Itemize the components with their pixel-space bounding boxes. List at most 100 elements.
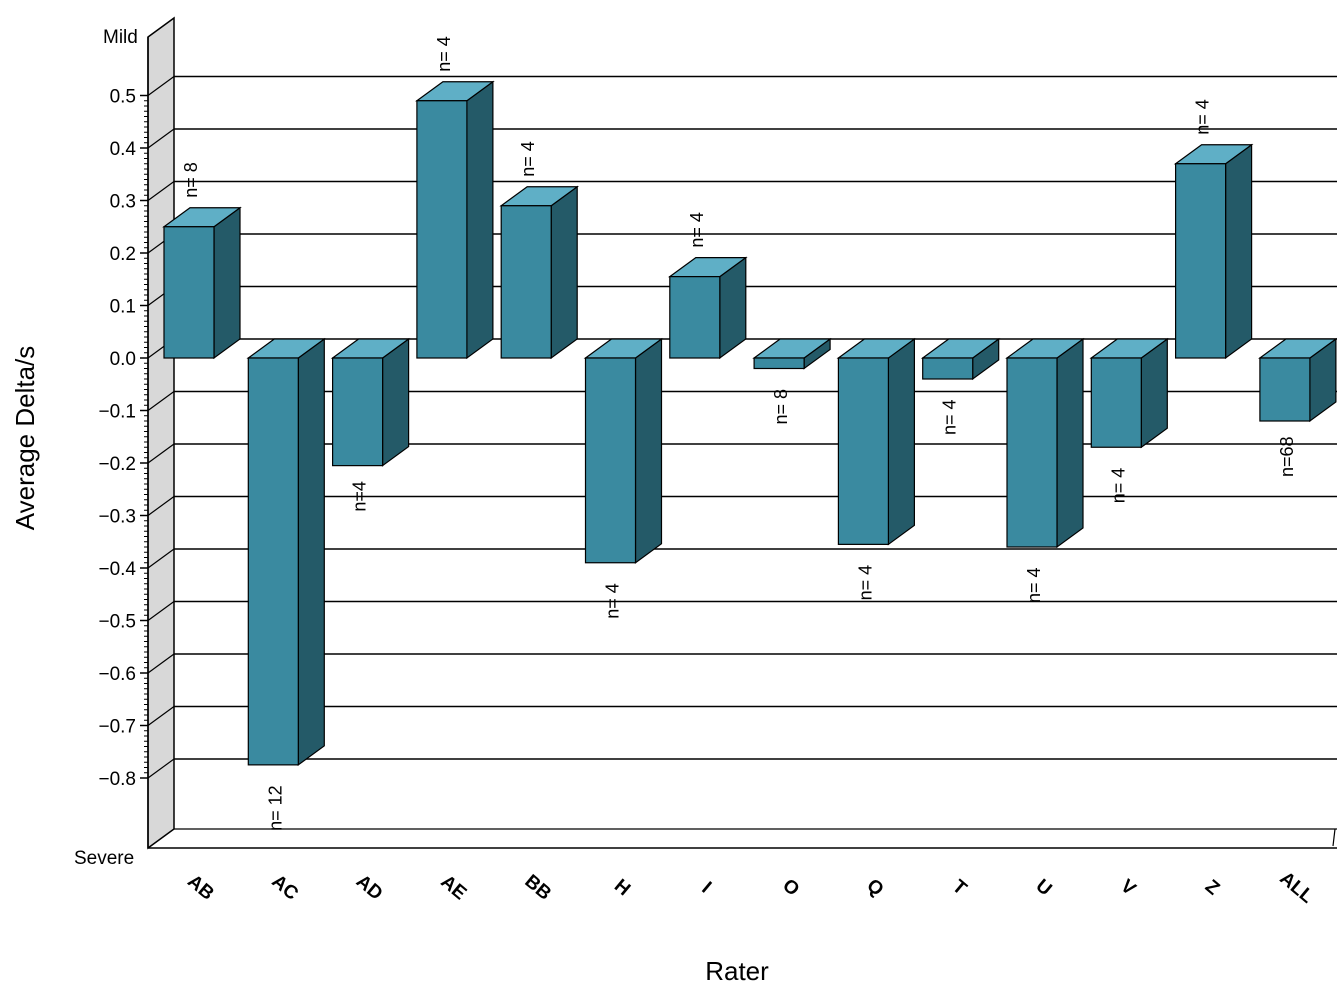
- x-tick-label-ae: AE: [437, 871, 471, 904]
- n-label-ad: n=4: [350, 481, 370, 512]
- bar-ac: [246, 337, 327, 767]
- x-axis-title: Rater: [705, 956, 769, 986]
- bar-front: [247, 357, 299, 766]
- bar-side: [466, 80, 494, 360]
- bar-front: [500, 205, 552, 359]
- bar-all: [1258, 337, 1337, 423]
- x-tick-label-ad: AD: [352, 871, 387, 905]
- bar-ab: [162, 206, 242, 360]
- bar-v: [1089, 337, 1170, 449]
- bar-side: [213, 206, 241, 360]
- bar-front: [669, 276, 721, 359]
- n-label-ae: n= 4: [434, 36, 454, 72]
- x-tick-label-bb: BB: [520, 871, 555, 905]
- y-tick-label: −0.3: [98, 507, 136, 528]
- y-tick-label: −0.8: [98, 769, 136, 790]
- gridline-wall: [147, 391, 175, 411]
- y-tick-label: −0.2: [98, 454, 136, 475]
- y-tick-label: 0.3: [110, 192, 136, 213]
- n-label-v: n= 4: [1108, 468, 1128, 504]
- bar-side: [887, 337, 916, 546]
- y-tick-label: −0.4: [98, 559, 136, 580]
- left-wall: [147, 16, 175, 850]
- bar-i: [667, 256, 748, 360]
- bar-side: [1224, 143, 1253, 360]
- n-label-u: n= 4: [1024, 567, 1044, 603]
- bar-bb: [499, 185, 580, 360]
- x-tick-label-z: Z: [1201, 876, 1224, 900]
- gridline-wall: [147, 601, 175, 621]
- n-label-o: n= 8: [771, 389, 791, 425]
- bar-side: [550, 185, 578, 360]
- x-tick-label-q: Q: [863, 875, 888, 901]
- floor-right-edge: [1332, 828, 1336, 847]
- bar-front: [1090, 357, 1142, 448]
- n-label-z: n= 4: [1193, 99, 1213, 135]
- bar-front: [416, 100, 468, 359]
- bar-t: [920, 337, 1001, 381]
- x-tick-label-h: H: [610, 875, 634, 900]
- gridline-wall: [147, 653, 175, 674]
- y-bottom-label-severe: Severe: [74, 848, 134, 869]
- n-label-all: n=68: [1277, 436, 1297, 477]
- gridline-wall: [147, 548, 175, 569]
- x-tick-label-ac: AC: [268, 871, 303, 905]
- gridlines: [147, 75, 1337, 779]
- gridline-wall: [147, 128, 175, 149]
- x-tick-label-v: V: [1116, 876, 1139, 900]
- n-label-ac: n= 12: [265, 785, 285, 831]
- bar-q: [836, 337, 917, 546]
- bar-front: [163, 226, 215, 359]
- y-top-label-mild: Mild: [103, 27, 138, 48]
- bar-front: [922, 357, 974, 380]
- gridline-wall: [147, 706, 175, 726]
- y-tick-label: −0.1: [98, 402, 136, 423]
- n-label-ab: n= 8: [181, 162, 201, 198]
- x-axis: AB AC AD AE BB H I O Q T U V Z ALL: [183, 868, 1317, 908]
- bar-front: [332, 357, 384, 467]
- y-tick-label: 0.5: [110, 87, 136, 108]
- x-tick-label-all: ALL: [1276, 868, 1318, 908]
- y-tick-label: 0.4: [110, 139, 137, 160]
- n-label-t: n= 4: [940, 399, 960, 435]
- y-tick-label: −0.7: [98, 717, 136, 738]
- bar-side: [634, 337, 663, 564]
- y-tick-label: 0.1: [110, 297, 136, 318]
- gridline-wall: [147, 443, 175, 464]
- bar-z: [1173, 143, 1254, 360]
- bar-front: [1006, 357, 1058, 548]
- x-tick-label-i: I: [698, 878, 716, 897]
- bar-front: [1174, 163, 1227, 359]
- bar-front: [584, 357, 637, 564]
- bar-front: [837, 357, 890, 545]
- x-tick-label-u: U: [1032, 875, 1056, 900]
- gridline-wall: [147, 76, 175, 96]
- y-tick-label: 0.0: [110, 349, 136, 370]
- n-label-q: n= 4: [855, 565, 875, 601]
- bar-side: [1056, 337, 1084, 549]
- bar-side: [297, 337, 325, 767]
- x-tick-label-t: T: [948, 876, 971, 900]
- bar-ad: [330, 337, 411, 467]
- n-label-i: n= 4: [687, 212, 707, 248]
- y-tick-label: −0.5: [98, 612, 136, 633]
- y-tick-label: 0.2: [110, 244, 136, 265]
- bar-ae: [415, 80, 495, 360]
- x-tick-label-o: O: [778, 875, 803, 901]
- bar-side: [382, 337, 410, 467]
- n-label-h: n= 4: [603, 583, 623, 619]
- n-label-bb: n= 4: [518, 141, 538, 177]
- n-labels: n= 8 n= 12 n=4 n= 4 n= 4 n= 4 n= 4 n= 8 n= 4 n= 4…: [181, 36, 1297, 831]
- x-tick-label-ab: AB: [183, 871, 218, 905]
- bar-front: [753, 357, 805, 370]
- bar-o: [752, 337, 832, 370]
- bar-u: [1005, 337, 1085, 549]
- y-axis: 0.5 0.4 0.3 0.2 0.1 0.0 −0.1 −0.2 −0.3 −0.4 −0.5 −0…: [98, 37, 149, 848]
- gridline-wall: [147, 758, 175, 779]
- y-axis-title: Average Delta/s: [10, 346, 40, 531]
- bar-h: [583, 337, 664, 564]
- bar-front: [1259, 357, 1311, 422]
- gridline-wall: [147, 496, 175, 516]
